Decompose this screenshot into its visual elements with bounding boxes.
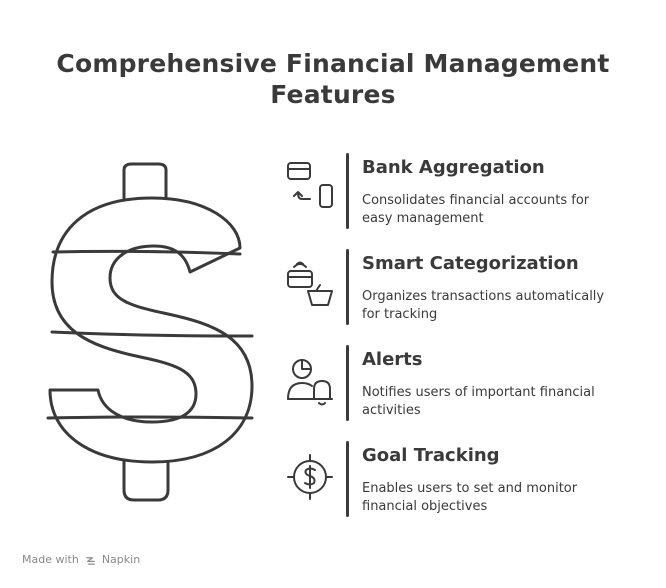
- feature-description: Notifies users of important financial ac…: [362, 385, 595, 418]
- feature-description: Consolidates financial accounts for easy…: [362, 193, 590, 226]
- feature-divider: [346, 345, 349, 421]
- feature-divider: [346, 441, 349, 517]
- feature-alerts: Alerts Notifies users of important finan…: [280, 345, 640, 425]
- feature-goal-tracking: Goal Tracking Enables users to set and m…: [280, 441, 640, 521]
- feature-bank-aggregation: Bank Aggregation Consolidates financial …: [280, 153, 640, 233]
- feature-description: Organizes transactions automatically for…: [362, 289, 605, 322]
- page-title: Comprehensive Financial Management Featur…: [56, 49, 610, 109]
- feature-title: Goal Tracking: [362, 445, 500, 466]
- napkin-logo-icon: [86, 556, 96, 565]
- footer-brand: Napkin: [101, 553, 141, 566]
- user-bell-icon: [287, 359, 333, 406]
- feature-divider: [346, 153, 349, 229]
- feature-divider: [346, 249, 349, 325]
- feature-title: Alerts: [362, 349, 423, 370]
- feature-smart-categorization: Smart Categorization Organizes transacti…: [280, 249, 640, 329]
- card-basket-icon: [287, 261, 333, 306]
- dollar-sign-icon: [46, 162, 254, 502]
- feature-title: Bank Aggregation: [362, 157, 545, 178]
- made-with-footer: Made with Napkin: [22, 553, 140, 566]
- feature-title: Smart Categorization: [362, 253, 579, 274]
- target-dollar-icon: [287, 454, 333, 500]
- feature-description: Enables users to set and monitor financi…: [362, 481, 578, 514]
- footer-prefix: Made with: [22, 553, 79, 566]
- bank-sync-icon: [287, 162, 333, 208]
